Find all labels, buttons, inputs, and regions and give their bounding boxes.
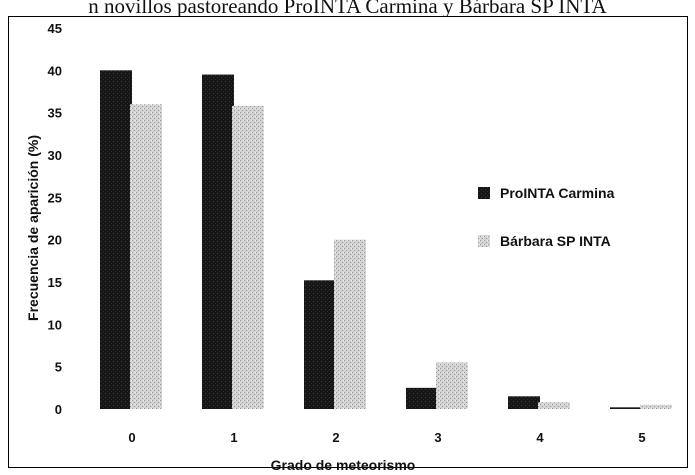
bar-prointa-carmina-grade-1 (202, 74, 234, 410)
y-tick-label: 20 (48, 233, 62, 248)
x-tick-label: 0 (128, 430, 135, 445)
y-tick-label: 15 (48, 275, 62, 290)
bar-barbara-sp-inta-grade-0 (130, 104, 162, 409)
bar-prointa-carmina-grade-5 (610, 407, 642, 409)
bar-barbara-sp-inta-grade-4 (538, 402, 570, 409)
y-tick-label: 5 (55, 360, 62, 375)
x-axis-label: Grado de meteorismo (271, 457, 416, 473)
x-tick-label: 4 (536, 430, 544, 445)
bar-barbara-sp-inta-grade-1 (232, 105, 264, 409)
y-axis-label: Frecuencia de aparición (%) (25, 135, 41, 321)
x-axis-ticks: 0 1 2 3 4 5 (128, 430, 645, 445)
y-tick-label: 0 (55, 402, 62, 417)
bar-prointa-carmina-grade-2 (304, 280, 336, 409)
x-tick-label: 2 (332, 430, 339, 445)
legend-label-barbara-sp-inta: Bárbara SP INTA (500, 233, 611, 249)
bar-prointa-carmina-grade-3 (406, 387, 438, 409)
legend-swatch-prointa-carmina (478, 187, 490, 199)
bar-barbara-sp-inta-grade-3 (436, 362, 468, 409)
figure-caption: n novillos pastoreando ProINTA Carmina y… (88, 0, 607, 18)
y-tick-label: 25 (48, 190, 62, 205)
y-tick-label: 10 (48, 317, 62, 332)
bar-prointa-carmina-grade-0 (100, 70, 132, 409)
y-axis-ticks: 0 5 10 15 20 25 30 35 40 45 (48, 21, 62, 417)
y-tick-label: 30 (48, 148, 62, 163)
y-tick-label: 35 (48, 106, 62, 121)
x-tick-label: 3 (434, 430, 441, 445)
bars (100, 70, 672, 410)
legend: ProINTA Carmina Bárbara SP INTA (478, 185, 615, 249)
legend-swatch-barbara-sp-inta (478, 235, 490, 247)
bar-barbara-sp-inta-grade-2 (334, 239, 366, 409)
x-tick-label: 5 (638, 430, 645, 445)
x-tick-label: 1 (230, 430, 237, 445)
y-tick-label: 45 (48, 21, 62, 36)
y-tick-label: 40 (48, 63, 62, 78)
bar-barbara-sp-inta-grade-5 (640, 404, 672, 409)
legend-label-prointa-carmina: ProINTA Carmina (500, 185, 615, 201)
bar-prointa-carmina-grade-4 (508, 396, 540, 409)
